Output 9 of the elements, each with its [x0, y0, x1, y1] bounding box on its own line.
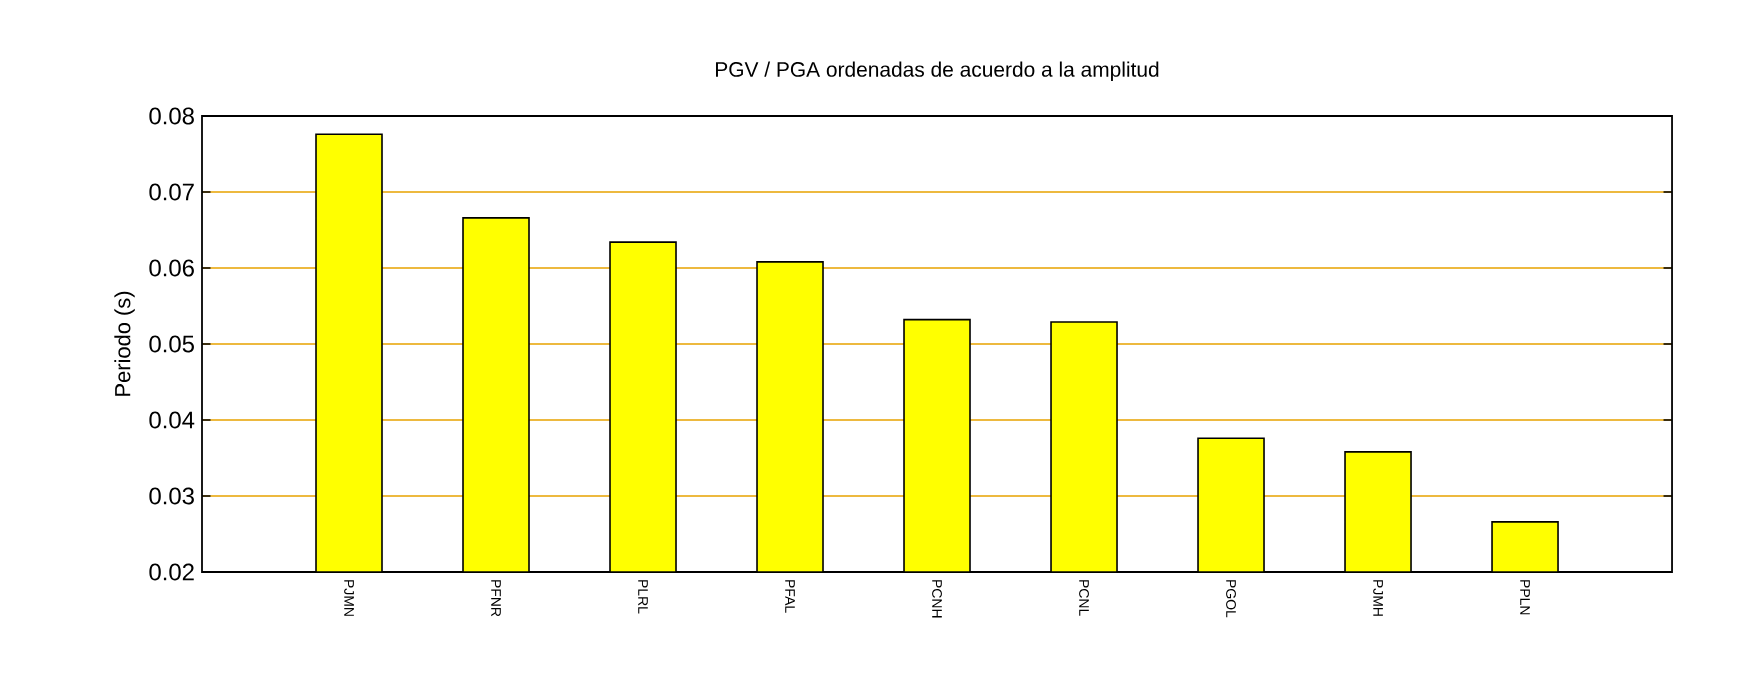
y-tick-label: 0.08 [149, 107, 194, 125]
y-tick-label: 0.07 [149, 183, 194, 201]
y-tick-label: 0.06 [149, 259, 194, 277]
y-tick-label: 0.04 [149, 411, 195, 429]
y-tick-label: 0.05 [149, 335, 194, 353]
y-axis-title: Periodo (s) [114, 291, 135, 396]
y-tick-label: 0.02 [149, 563, 194, 581]
chart-title: PGV / PGA ordenadas de acuerdo a la amplitud [716, 61, 1159, 81]
y-tick-label: 0.03 [149, 487, 194, 505]
